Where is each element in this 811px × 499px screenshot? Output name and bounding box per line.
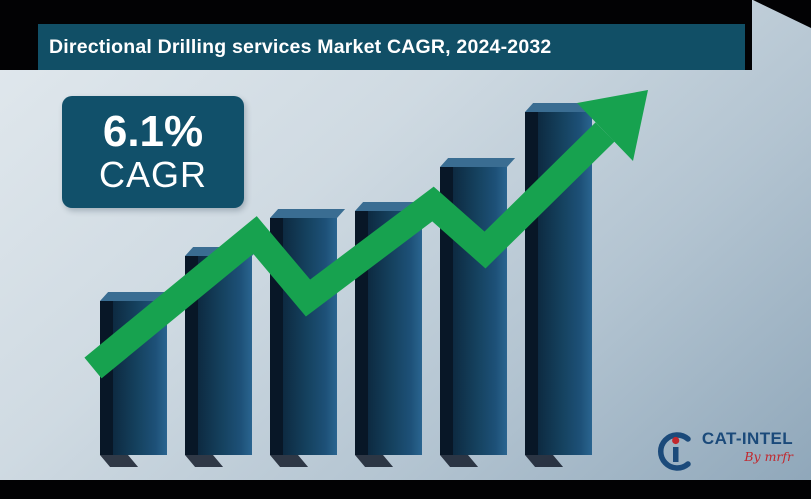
bar [185, 247, 261, 467]
bar-shadow [100, 455, 139, 467]
frame-corner-top-right [753, 0, 811, 28]
bar-shadow [440, 455, 479, 467]
bar-top [525, 103, 601, 112]
cagr-value: 6.1% [102, 107, 204, 157]
bar-top [270, 209, 346, 218]
logo-tagline: By mrfr [744, 448, 793, 464]
bar-shadow [185, 455, 224, 467]
cat-intel-logo: CAT-INTEL By mrfr [654, 421, 793, 473]
logo-name: CAT-INTEL [701, 429, 793, 449]
frame-bottom-bar [0, 480, 811, 499]
logo-text: CAT-INTEL By mrfr [701, 429, 793, 464]
bar [270, 209, 346, 467]
bar-side [355, 211, 368, 455]
bar [355, 202, 431, 467]
bar-shadow [355, 455, 394, 467]
bar [100, 292, 176, 467]
bar-side [100, 301, 113, 455]
bar-top [440, 158, 516, 167]
chart-title-bar: Directional Drilling services Market CAG… [38, 24, 745, 70]
bar-top [355, 202, 431, 211]
bar-top [100, 292, 176, 301]
bar [440, 158, 516, 467]
bar-side [440, 167, 453, 455]
cagr-badge: 6.1% CAGR [62, 96, 244, 208]
bar-side [185, 256, 198, 455]
bar [525, 103, 601, 467]
bar-shadow [525, 455, 564, 467]
bar-top [185, 247, 261, 256]
bar-shadow [270, 455, 309, 467]
chart-title: Directional Drilling services Market CAG… [49, 35, 552, 58]
bar-side [525, 112, 538, 455]
logo-icon [657, 432, 691, 471]
bar-side [270, 218, 283, 455]
cagr-label: CAGR [98, 154, 207, 196]
